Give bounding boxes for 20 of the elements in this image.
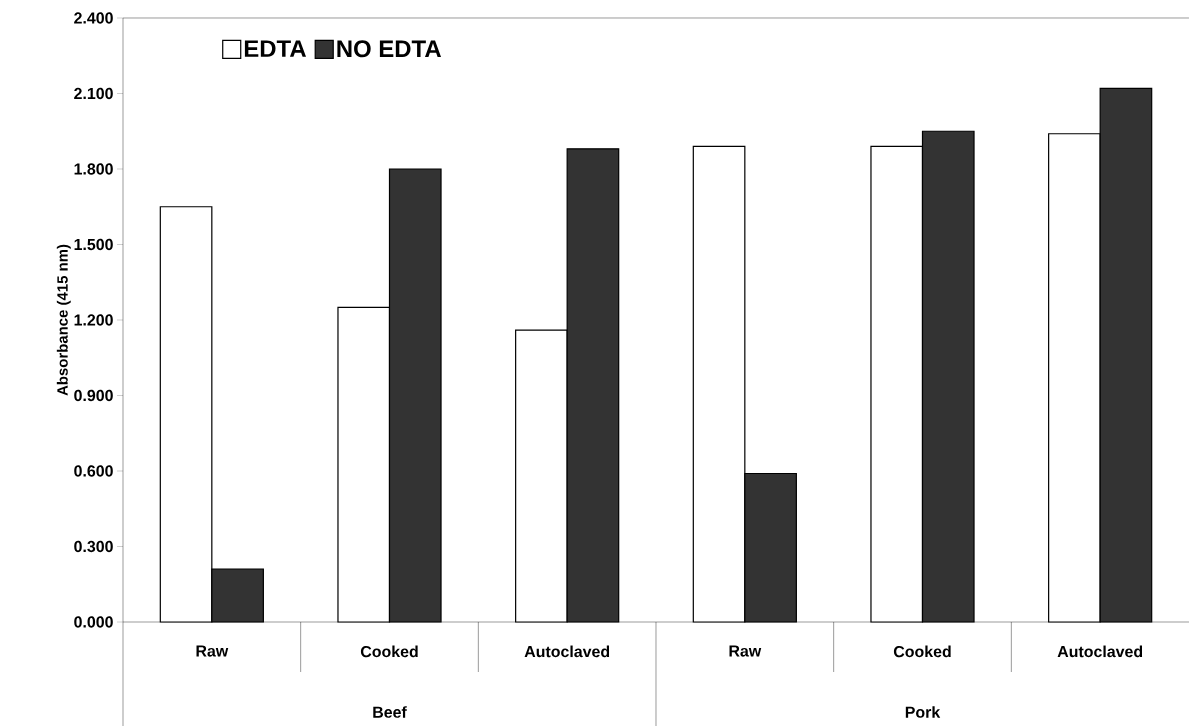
y-tick-label: 2.400 (74, 12, 113, 24)
legend-label: NO EDTA (337, 40, 442, 58)
y-tick-label: 0.600 (74, 465, 113, 477)
y-tick-label: 2.100 (74, 87, 113, 100)
x-tick-label: Cooked (893, 645, 951, 658)
y-tick-label: 1.800 (74, 163, 113, 175)
y-tick-label: 1.200 (74, 314, 113, 326)
text: Pork (905, 706, 941, 718)
y-tick-label: 1.500 (74, 238, 113, 251)
x-tick-label: Raw (729, 645, 762, 657)
legend-label: EDTA (244, 40, 307, 57)
x-tick-label: Autoclaved (524, 645, 610, 658)
x-tick-label: Raw (196, 645, 229, 657)
y-tick-label: 0.300 (74, 540, 113, 553)
y-tick-label: 0.000 (74, 616, 113, 628)
x-tick-label: Cooked (360, 645, 418, 658)
text: Beef (373, 706, 407, 718)
y-axis-title: Absorbance (415 nm) (56, 244, 71, 396)
x-tick-label: Autoclaved (1057, 645, 1143, 658)
y-tick-label: 0.900 (74, 389, 113, 402)
